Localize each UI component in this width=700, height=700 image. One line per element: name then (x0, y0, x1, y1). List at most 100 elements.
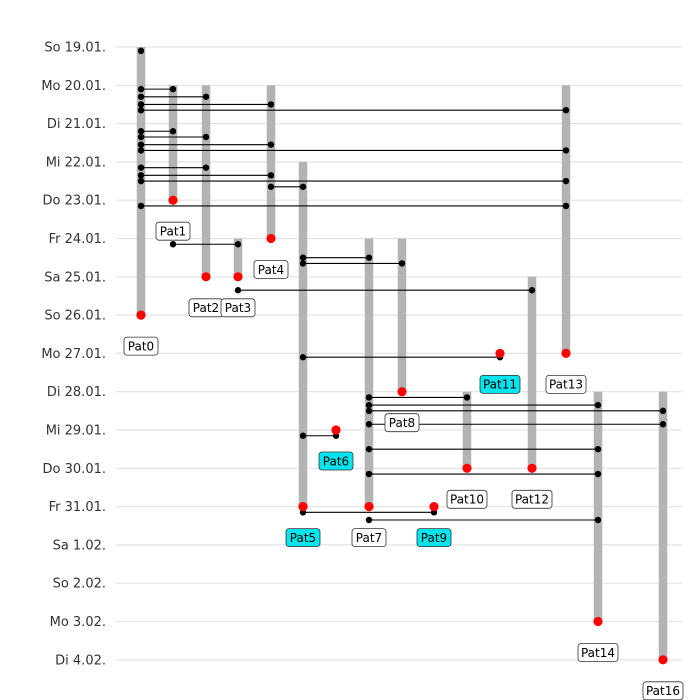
label-box (384, 413, 420, 433)
label-box (318, 451, 354, 471)
contact-point (137, 128, 145, 135)
contact-point (299, 254, 307, 261)
contact-point (562, 106, 570, 114)
contact-point (169, 241, 177, 248)
contact-point (137, 93, 145, 100)
contact-point (299, 260, 307, 267)
contact-point (594, 516, 602, 524)
contact-point (299, 354, 307, 361)
y-tick-label: Di 21.01. (47, 117, 106, 132)
stay-bar-pat10 (462, 391, 472, 469)
stay-bar-pat12 (527, 276, 537, 469)
contact-point (267, 183, 275, 190)
contact-point (299, 183, 307, 190)
label-box (351, 528, 387, 547)
label-box (577, 643, 619, 662)
label-text: Pat9 (421, 531, 447, 545)
stay-bar-pat13 (561, 85, 571, 354)
y-tick-label: Fr 31.01. (49, 500, 106, 515)
contact-point (267, 141, 275, 148)
y-tick-label: Mi 29.01. (46, 424, 106, 439)
stay-bar-pat8 (397, 238, 407, 392)
y-tick-label: Do 23.01. (43, 194, 106, 209)
label-text: Pat12 (515, 493, 549, 507)
stay-bar-pat4 (266, 85, 276, 239)
contact-point (267, 101, 275, 108)
y-tick-label: So 19.01. (44, 41, 106, 56)
label-pat10: Pat10 (446, 489, 488, 509)
contact-point (234, 287, 242, 294)
label-pat11: Pat11 (479, 374, 521, 394)
y-tick-label: Do 30.01. (43, 462, 106, 477)
label-box (123, 336, 159, 356)
label-pat16: Pat16 (642, 681, 684, 700)
label-text: Pat1 (160, 225, 186, 239)
label-text: Pat14 (581, 646, 615, 660)
contact-point (137, 47, 145, 55)
contact-point (169, 128, 177, 135)
contact-point (299, 432, 307, 439)
y-tick-label: Mi 22.01. (46, 155, 106, 170)
y-tick-label: Mo 20.01. (41, 79, 106, 94)
y-axis-tick-labels: So 19.01. Mo 20.01. Di 21.01. Mi 22.01. Do 2… (41, 41, 106, 669)
y-tick-label: Mo 27.01. (41, 347, 106, 362)
endpoint-pat0 (136, 310, 146, 320)
label-pat2: Pat2 (188, 298, 224, 318)
contact-point (365, 394, 373, 401)
label-text: Pat8 (389, 416, 415, 430)
endpoint-pat14 (593, 616, 603, 627)
contact-point (365, 445, 373, 453)
contact-point (137, 177, 145, 185)
contact-point (659, 421, 667, 428)
label-box (285, 528, 321, 547)
stay-bar-pat1 (168, 85, 178, 201)
label-box (446, 489, 488, 509)
y-tick-label: Sa 25.01. (44, 270, 106, 285)
label-text: Pat0 (128, 339, 154, 353)
label-box (220, 298, 256, 318)
y-tick-label: So 2.02. (53, 577, 106, 592)
stay-endpoints (136, 195, 668, 665)
stay-bar-pat5 (298, 161, 308, 507)
contact-point (202, 164, 210, 171)
endpoint-pat12 (527, 463, 537, 473)
contact-point (562, 147, 570, 154)
contact-point (365, 407, 373, 415)
contact-point (137, 101, 145, 108)
contact-point (398, 260, 406, 267)
contact-point (594, 401, 602, 409)
label-text: Pat3 (225, 301, 251, 315)
y-tick-label: Di 4.02. (55, 653, 106, 668)
contact-point (202, 133, 210, 141)
label-text: Pat10 (450, 493, 484, 507)
label-pat0: Pat0 (123, 336, 159, 356)
label-text: Pat13 (549, 378, 583, 392)
label-box (545, 374, 587, 394)
label-text: Pat5 (290, 531, 316, 545)
contact-point (365, 470, 373, 478)
label-box (416, 528, 452, 547)
contact-lines (141, 88, 663, 521)
contact-point (137, 202, 145, 210)
contact-point (594, 445, 602, 453)
contact-point (234, 241, 242, 248)
label-pat4: Pat4 (253, 260, 289, 279)
y-tick-label: Mo 3.02. (50, 615, 106, 630)
endpoint-pat1 (168, 195, 178, 205)
contact-point (463, 394, 471, 401)
contact-point (594, 470, 602, 478)
label-text: Pat6 (323, 454, 349, 468)
contact-point (137, 85, 145, 93)
y-tick-label: Fr 24.01. (49, 232, 106, 247)
stay-bar-pat7 (364, 238, 374, 507)
label-text: Pat4 (258, 263, 284, 277)
contact-point (137, 133, 145, 141)
stay-bar-pat16 (658, 391, 668, 660)
label-pat9: Pat9 (416, 528, 452, 547)
contact-point (365, 254, 373, 261)
endpoint-pat7 (364, 502, 374, 512)
label-pat8: Pat8 (384, 413, 420, 433)
label-text: Pat11 (483, 378, 517, 392)
label-text: Pat16 (646, 684, 680, 698)
